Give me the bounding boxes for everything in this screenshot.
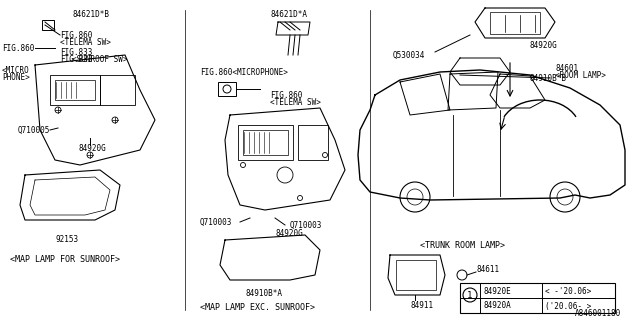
Text: 84601: 84601: [555, 63, 578, 73]
Text: 84911: 84911: [410, 300, 433, 309]
Bar: [298, 125, 328, 160]
Text: <SUNROOF SW>: <SUNROOF SW>: [72, 54, 127, 63]
Text: 84920G: 84920G: [78, 143, 106, 153]
Text: ('20.06- >: ('20.06- >: [545, 301, 591, 310]
Text: Q710003: Q710003: [200, 218, 232, 227]
Text: 84920A: 84920A: [483, 301, 511, 310]
Text: FIG.833: FIG.833: [60, 54, 92, 63]
Text: 84611: 84611: [476, 266, 499, 275]
Text: A846001180: A846001180: [575, 308, 621, 317]
Bar: [50, 75, 100, 105]
Text: Q530034: Q530034: [393, 51, 426, 60]
Bar: [55, 80, 95, 100]
Text: FIG.860: FIG.860: [2, 44, 35, 52]
Text: <MICRO: <MICRO: [2, 66, 29, 75]
Text: FIG.833: FIG.833: [60, 47, 92, 57]
Bar: [396, 260, 436, 290]
Text: <TELEMA SW>: <TELEMA SW>: [60, 37, 111, 46]
Text: 84920G: 84920G: [530, 41, 557, 50]
Bar: [460, 283, 615, 313]
Text: Q710003: Q710003: [290, 220, 323, 229]
Text: 92153: 92153: [55, 236, 78, 244]
Bar: [218, 82, 236, 96]
Bar: [243, 130, 288, 155]
Bar: [100, 75, 135, 105]
Text: 1: 1: [467, 291, 473, 300]
Text: <MAP LAMP FOR SUNROOF>: <MAP LAMP FOR SUNROOF>: [10, 255, 120, 265]
Text: FIG.860<MICROPHONE>: FIG.860<MICROPHONE>: [200, 68, 288, 76]
Text: <TRUNK ROOM LAMP>: <TRUNK ROOM LAMP>: [420, 241, 505, 250]
Text: 84920G: 84920G: [275, 229, 303, 238]
Text: 84920E: 84920E: [483, 286, 511, 295]
Bar: [490, 12, 540, 34]
Text: 84910B*B: 84910B*B: [530, 74, 567, 83]
Text: 84910B*A: 84910B*A: [245, 289, 282, 298]
Text: < -'20.06>: < -'20.06>: [545, 286, 591, 295]
Text: 84621D*B: 84621D*B: [72, 10, 109, 19]
Text: <MAP LAMP EXC. SUNROOF>: <MAP LAMP EXC. SUNROOF>: [200, 303, 315, 313]
Text: FIG.860: FIG.860: [270, 91, 302, 100]
Text: PHONE>: PHONE>: [2, 73, 29, 82]
Text: <TELEMA SW>: <TELEMA SW>: [270, 98, 321, 107]
Bar: [42, 20, 54, 30]
Bar: [238, 125, 293, 160]
Text: Q710005: Q710005: [18, 125, 51, 134]
Text: 84621D*A: 84621D*A: [270, 10, 307, 19]
Text: FIG.860: FIG.860: [60, 30, 92, 39]
Text: <ROOM LAMP>: <ROOM LAMP>: [555, 70, 606, 79]
